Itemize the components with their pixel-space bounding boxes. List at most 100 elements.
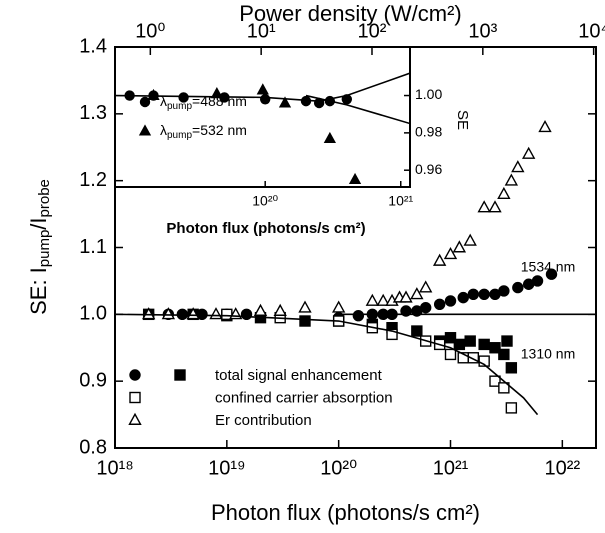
x-tick-label: 10²⁰ <box>252 192 278 208</box>
marker-square <box>174 369 186 381</box>
marker-square <box>489 375 501 387</box>
marker-square <box>498 382 510 394</box>
marker-triangle <box>443 246 458 260</box>
y-tick-label: 1.2 <box>79 169 107 191</box>
marker-triangle <box>419 280 433 293</box>
inset-legend-label-part: =532 nm <box>192 122 247 138</box>
marker-square <box>444 348 457 361</box>
marker-square <box>386 328 398 341</box>
legend-label: confined carrier absorption <box>215 389 393 406</box>
marker-circle <box>444 295 457 307</box>
y-axis-label-part: pump <box>36 230 53 268</box>
inset-y-axis-label: SE <box>454 110 471 130</box>
inset-legend-label-part: pump <box>167 130 192 141</box>
marker-triangle <box>410 287 424 300</box>
marker-square <box>411 325 423 337</box>
marker-triangle <box>488 200 502 213</box>
marker-circle <box>478 288 490 300</box>
marker-square <box>505 402 518 414</box>
marker-triangle <box>323 131 337 143</box>
x-axis-label: Photon flux (photons/s cm²) <box>211 500 480 525</box>
marker-triangle <box>432 253 447 266</box>
marker-triangle <box>463 233 477 246</box>
marker-triangle <box>511 160 525 173</box>
marker-triangle <box>365 293 380 306</box>
marker-triangle <box>273 303 287 316</box>
marker-triangle <box>521 146 536 159</box>
marker-triangle <box>256 83 269 95</box>
y-tick-label: 1.00 <box>415 86 442 102</box>
y-tick-label: 1.0 <box>79 303 107 325</box>
x-tick-label: 10²¹ <box>433 457 469 479</box>
annotation: 1310 nm <box>521 346 575 362</box>
legend-label: total signal enhancement <box>215 367 383 384</box>
inset-legend-label: λpump=532 nm <box>160 122 247 141</box>
marker-triangle <box>477 200 491 213</box>
marker-circle <box>433 298 446 311</box>
inset-frame <box>115 47 411 188</box>
x-tick-label: 10²⁰ <box>320 457 357 479</box>
fit-line <box>115 313 539 416</box>
x-tick-label: 10²¹ <box>388 192 413 208</box>
y-tick-label: 0.9 <box>79 369 107 391</box>
inset-legend-label-part: λ <box>160 93 167 109</box>
marker-triangle <box>504 173 519 186</box>
y-tick-label: 0.98 <box>415 124 442 140</box>
inset-x-axis-label: Photon flux (photons/s cm²) <box>166 220 365 237</box>
marker-triangle <box>331 300 346 313</box>
marker-triangle <box>376 293 390 306</box>
marker-circle <box>457 291 469 304</box>
marker-triangle <box>348 172 362 185</box>
x2-tick-label: 10³ <box>468 20 497 42</box>
marker-circle <box>178 92 189 103</box>
x2-tick-label: 10⁴ <box>578 20 605 42</box>
plot-frame <box>114 46 597 449</box>
marker-circle <box>531 275 544 287</box>
y-tick-label: 1.1 <box>79 236 107 258</box>
annotation: 1534 nm <box>521 259 575 275</box>
marker-triangle <box>278 96 292 108</box>
marker-square <box>489 342 501 354</box>
inset-legend-label-part: λ <box>160 122 167 138</box>
marker-circle <box>240 308 253 321</box>
marker-triangle <box>141 307 156 320</box>
marker-circle <box>352 309 365 322</box>
marker-square <box>505 362 518 374</box>
marker-triangle <box>253 303 268 316</box>
x-tick-label: 10¹⁹ <box>208 457 245 479</box>
y-axis-label-part: probe <box>36 179 53 217</box>
y-axis-label: SE: Ipump/Iprobe <box>26 179 53 315</box>
marker-square <box>464 335 476 347</box>
marker-circle <box>400 305 412 317</box>
x-tick-label: 10²² <box>545 457 581 479</box>
y-tick-label: 0.96 <box>415 161 442 177</box>
y-tick-label: 1.4 <box>79 35 107 57</box>
marker-circle <box>512 281 524 294</box>
marker-triangle <box>399 290 413 303</box>
marker-square <box>498 348 510 361</box>
x2-tick-label: 10¹ <box>247 20 276 42</box>
marker-square <box>467 352 480 364</box>
fit-line <box>115 72 410 102</box>
marker-circle <box>545 268 558 280</box>
fit-line <box>305 94 410 125</box>
inset-legend-label-part: =488 nm <box>192 93 247 109</box>
y-axis-label-part: /I <box>26 217 51 229</box>
marker-square <box>444 332 457 344</box>
marker-circle <box>139 96 151 108</box>
marker-square <box>478 338 490 351</box>
y-axis-label-part: SE: I <box>26 267 51 315</box>
marker-square <box>129 391 141 404</box>
marker-triangle <box>138 124 152 136</box>
marker-square <box>501 335 513 347</box>
marker-circle <box>129 369 141 381</box>
marker-triangle <box>298 300 312 313</box>
x2-tick-label: 10⁰ <box>135 20 165 42</box>
x-tick-label: 10¹⁸ <box>96 457 133 479</box>
legend-label: Er contribution <box>215 412 312 429</box>
marker-square <box>453 338 466 351</box>
marker-triangle <box>497 186 511 199</box>
marker-circle <box>259 94 271 105</box>
